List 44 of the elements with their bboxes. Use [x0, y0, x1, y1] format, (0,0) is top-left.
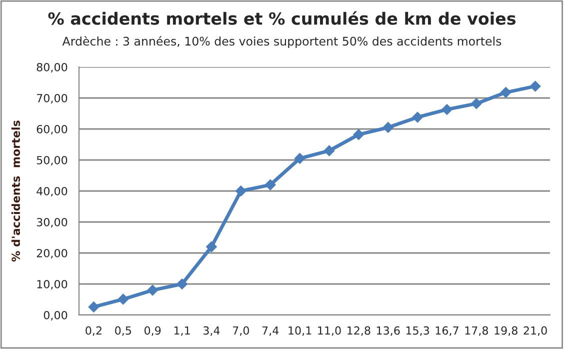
x-tick-label: 0,2	[86, 326, 102, 336]
y-tick-label: 30,00	[36, 218, 68, 228]
point	[176, 278, 188, 290]
point	[206, 241, 217, 252]
x-tick-label: 17,8	[465, 326, 488, 336]
point	[530, 80, 541, 92]
point	[147, 284, 158, 296]
x-tick-label: 12,8	[348, 326, 370, 336]
point	[353, 129, 364, 140]
point	[470, 98, 482, 110]
x-tick-label: 13,6	[376, 326, 400, 336]
y-tick-label: 80,00	[36, 62, 68, 73]
x-tick-label: 3,4	[203, 326, 220, 336]
x-tick-label: 11,0	[318, 326, 341, 336]
point	[382, 122, 394, 133]
point	[324, 145, 335, 156]
x-tick-label: 0,5	[115, 326, 132, 336]
point	[412, 112, 423, 123]
x-tick-label: 0,9	[144, 326, 161, 336]
x-tick-label: 16,7	[436, 326, 458, 336]
chart-subtitle: Ardèche : 3 années, 10% des voies supportent 50% des accidents mortels	[62, 36, 502, 48]
y-tick-label: 40,00	[36, 186, 68, 197]
x-tick-label: 21,0	[524, 326, 547, 336]
point	[294, 153, 306, 164]
y-tick-label: 50,00	[36, 156, 68, 166]
x-tick-label: 7,4	[262, 326, 279, 336]
y-tick-label: 20,00	[36, 248, 68, 259]
x-tick-label: 19,8	[494, 326, 518, 336]
x-tick-label: 10,1	[288, 326, 312, 336]
point	[118, 294, 129, 305]
y-axis-title: % d'accidents mortels	[11, 120, 20, 262]
y-tick-label: 60,00	[36, 124, 68, 135]
point	[88, 302, 100, 312]
x-tick-label: 7,0	[232, 326, 250, 336]
x-tick-label: 1,1	[174, 326, 190, 336]
y-tick-label: 0,00	[44, 310, 68, 321]
point	[442, 104, 452, 115]
chart-title: % accidents mortels et % cumulés de km de voies	[48, 11, 516, 25]
y-tick-label: 70,00	[36, 94, 68, 104]
point	[235, 186, 246, 196]
point	[264, 179, 276, 190]
y-tick-label: 10,00	[37, 280, 68, 290]
x-tick-label: 15,3	[406, 326, 430, 336]
point	[500, 86, 512, 98]
